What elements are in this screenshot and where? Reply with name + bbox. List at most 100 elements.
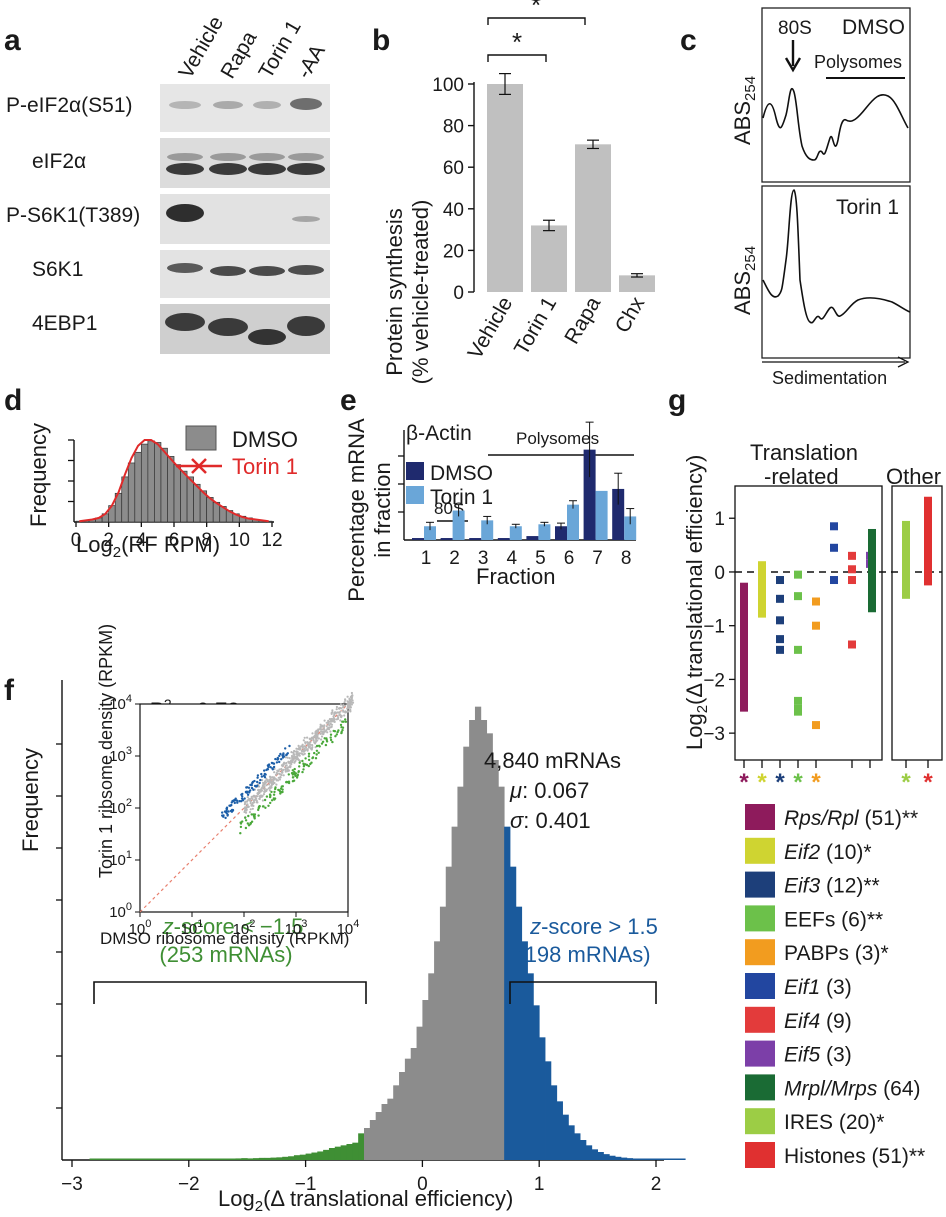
g-star: * — [901, 769, 911, 796]
inset-point — [263, 790, 266, 793]
inset-point-low — [317, 751, 320, 754]
inset-diagonal — [139, 703, 349, 913]
d-bar — [193, 483, 201, 523]
f-x-tick-label: 2 — [651, 1174, 662, 1195]
g-point-pabps — [812, 597, 820, 606]
g-legend-label: Histones (51)** — [784, 1145, 925, 1168]
inset-point — [311, 732, 314, 735]
inset-point — [309, 741, 312, 744]
f-bar — [334, 1146, 342, 1160]
left-group-bracket — [93, 981, 367, 1004]
panel-b: b Protein synthesis (% vehicle-treated) … — [372, 0, 655, 384]
inset-point-high — [252, 788, 255, 791]
g-point-eif4 — [848, 576, 856, 585]
f-bar — [661, 1158, 669, 1160]
g-legend-swatch — [745, 837, 775, 864]
f-bar — [194, 1158, 201, 1160]
inset-point-low — [257, 814, 260, 817]
inset-point-high — [256, 776, 259, 779]
inset-point-low — [297, 770, 300, 774]
inset-xlabel: DMSO ribosome density (RPKM) — [100, 929, 349, 948]
f-bar — [504, 826, 511, 1160]
b-y-tick-label: 0 — [453, 283, 464, 304]
inset-point-high — [231, 799, 234, 803]
f-bar — [95, 1158, 102, 1160]
inset-point-high — [271, 768, 274, 771]
inset-point — [261, 799, 264, 802]
panel-g-label: g — [668, 384, 686, 417]
g-legend-swatch — [745, 1074, 775, 1101]
left-group-line2: (253 mRNAs) — [159, 942, 292, 967]
g-frame-translation — [734, 485, 883, 761]
inset-point-low — [264, 806, 267, 809]
panel-b-ylabel-1: Protein synthesis — [382, 208, 407, 376]
g-star: * — [811, 769, 821, 796]
inset-point-low — [331, 740, 334, 744]
g-legend-swatch — [745, 871, 775, 898]
inset-point-low — [291, 769, 294, 772]
inset-point — [295, 750, 298, 753]
inset-point-low — [334, 735, 337, 738]
inset-point — [284, 764, 287, 767]
legend-torin-marker — [191, 458, 207, 474]
inset-point — [259, 796, 262, 799]
g-point-eefs — [794, 707, 802, 716]
inset-point-high — [240, 800, 243, 803]
f-bar — [521, 941, 528, 1160]
inset-point — [331, 709, 334, 712]
g-legend-swatch — [745, 1108, 775, 1135]
inset-point — [249, 802, 252, 805]
stats-sigma: σ: 0.401 — [510, 808, 591, 833]
inset-point — [333, 712, 336, 716]
panel-c-bottom-ylabel: ABS254 — [730, 246, 759, 315]
blot-p-eif2a — [160, 84, 330, 132]
inset-point-low — [340, 726, 343, 729]
g-y-tick-label: −3 — [703, 724, 725, 745]
panel-e-xlabel: Fraction — [476, 564, 555, 589]
f-bar — [118, 1158, 125, 1160]
f-bar — [112, 1158, 120, 1160]
panel-c-sed-arrow — [897, 356, 910, 368]
inset-point — [339, 719, 342, 722]
f-bar — [480, 720, 488, 1160]
inset-point-high — [253, 784, 257, 788]
inset-point — [343, 701, 346, 704]
inset-point — [305, 748, 308, 751]
inset-point-high — [243, 797, 246, 800]
inset-point-low — [281, 785, 284, 788]
e-bar-torin-1 — [452, 510, 465, 540]
inset-point — [277, 779, 280, 782]
inset-point-low — [302, 768, 305, 771]
inset-point-high — [260, 772, 263, 776]
f-bar — [369, 1120, 377, 1160]
inset-point — [339, 710, 342, 713]
inset-y-tick-label: 102 — [109, 797, 132, 817]
g-point-eif3 — [776, 576, 784, 585]
inset-point — [287, 766, 290, 769]
inset-point — [283, 762, 286, 765]
inset-point-high — [271, 762, 274, 765]
inset-point-high — [263, 769, 266, 772]
d-bar — [147, 440, 155, 523]
inset-point — [254, 797, 257, 800]
f-bar — [258, 1157, 266, 1160]
inset-point — [340, 716, 343, 719]
inset-point — [327, 726, 330, 729]
g-legend-label: Eif1 (3) — [784, 976, 852, 999]
inset-point-low — [320, 742, 324, 745]
inset-point — [338, 713, 341, 716]
inset-point — [252, 795, 255, 798]
panel-f-right-group: z-score > 1.5 (198 mRNAs) — [509, 914, 658, 1004]
g-point-pabps — [812, 721, 820, 730]
inset-point — [322, 725, 325, 728]
e-bar-dmso — [412, 538, 424, 540]
inset-point — [262, 793, 266, 796]
f-bar — [539, 1037, 546, 1160]
panel-f-inset: R2 = 0.78 Torin 1 ribsome density (RPKM)… — [96, 624, 359, 948]
inset-point — [259, 794, 263, 797]
inset-point — [336, 717, 340, 721]
inset-point — [244, 806, 247, 809]
inset-point — [290, 754, 294, 758]
f-bar — [288, 1156, 295, 1160]
b-bar — [575, 144, 611, 292]
